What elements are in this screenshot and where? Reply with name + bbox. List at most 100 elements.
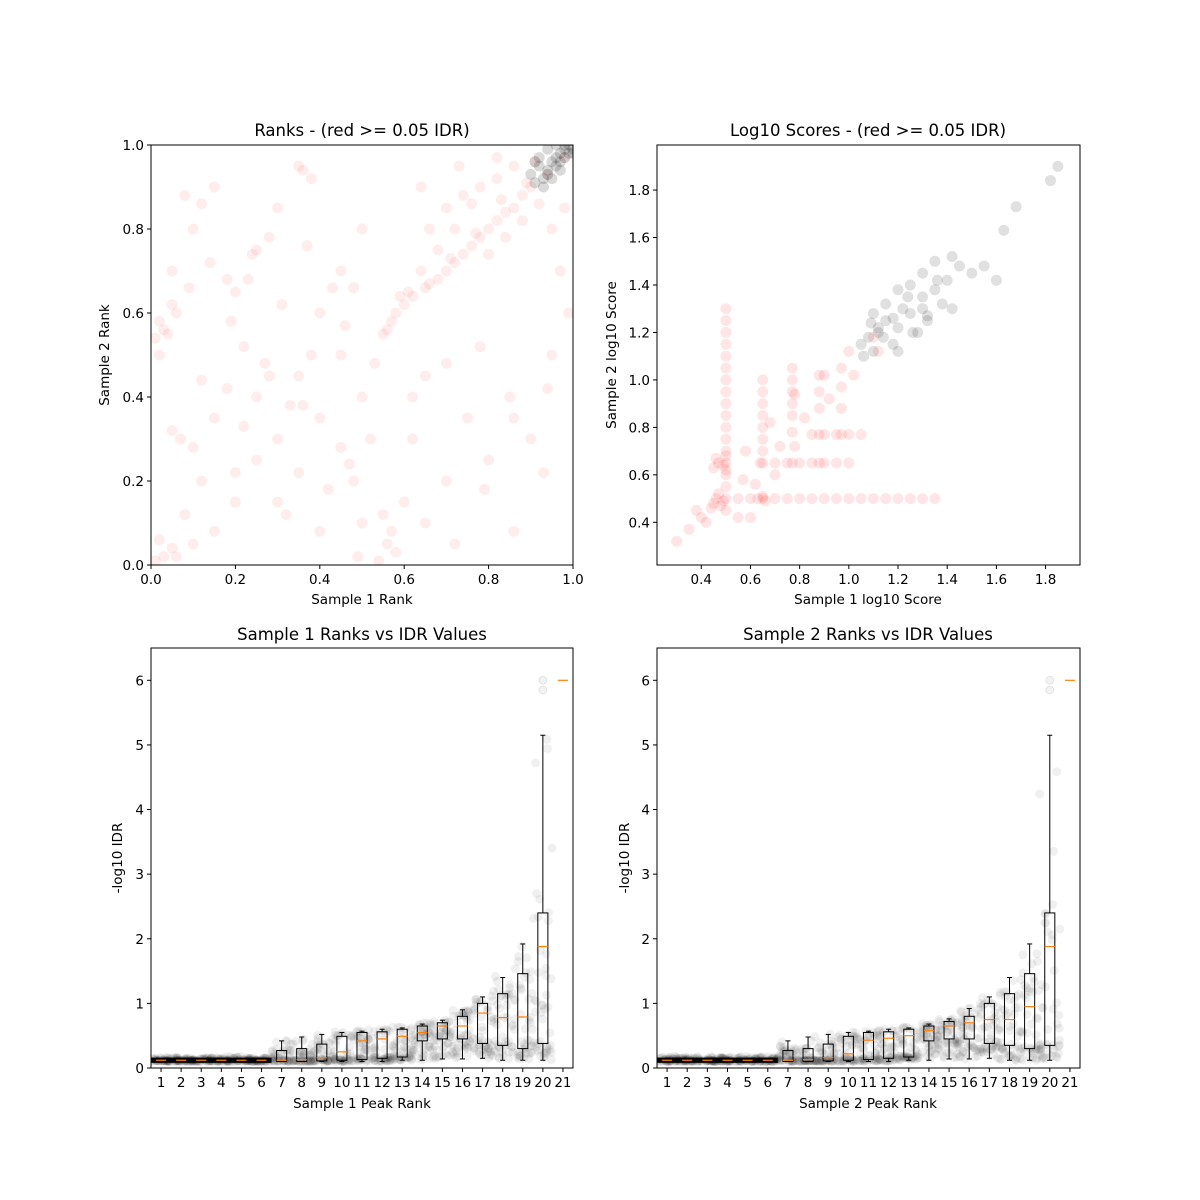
sample1-idr-cloud-point: [483, 1043, 493, 1053]
ranks-point: [221, 383, 233, 395]
sample1-idr-cloud-point: [419, 1029, 429, 1039]
sample1-idr-box-panel: Sample 1 Ranks vs IDR Values Sample 1 Pe…: [110, 625, 574, 1112]
sample2-idr-cloud-point: [958, 1023, 968, 1033]
sample1-idr-cloud-point: [457, 1040, 467, 1050]
scores-point: [720, 362, 732, 374]
sample2-idr-cloud-point: [898, 1038, 908, 1048]
sample1-idr-cloud-point: [354, 1027, 364, 1037]
ranks-point: [343, 458, 355, 470]
scores-point: [720, 374, 732, 386]
scores-scatter-panel: Log10 Scores - (red >= 0.05 IDR) Sample …: [604, 121, 1081, 608]
ranks-point: [208, 181, 220, 193]
sample1-idr-cloud-point: [388, 1055, 398, 1065]
sample2-idr-cloud-point: [831, 1056, 841, 1066]
sample1-idr-cloud-point: [489, 1014, 499, 1024]
scores-point: [720, 338, 732, 350]
sample2-idr-box-13: [903, 1027, 915, 1061]
sample1-idr-x-tick-label: 12: [374, 1075, 391, 1091]
scores-point: [683, 523, 695, 535]
ranks-point: [196, 475, 208, 487]
scores-point: [818, 429, 830, 440]
sample1-idr-cloud-point: [303, 1056, 313, 1066]
ranks-point: [166, 299, 178, 311]
sample1-idr-cloud-point: [516, 983, 526, 993]
scores-point: [806, 457, 818, 469]
scores-point: [865, 317, 877, 329]
sample1-idr-cloud-point: [513, 1052, 523, 1062]
sample2-idr-cloud-point: [1036, 1044, 1046, 1054]
sample1-idr-cloud-point: [351, 1027, 361, 1037]
sample2-idr-box-rect: [1024, 973, 1036, 1050]
sample2-idr-cloud-point: [986, 1045, 996, 1055]
sample2-idr-cloud-point: [805, 1055, 815, 1065]
scores-point: [720, 445, 732, 457]
sample1-idr-cloud-point: [305, 1056, 315, 1066]
sample1-idr-cloud-point: [501, 990, 511, 1000]
sample2-idr-cloud-point: [892, 1053, 902, 1063]
sample2-idr-cloud-point: [969, 1043, 979, 1053]
sample1-idr-cloud-point: [361, 1044, 371, 1054]
sample1-idr-cloud-point: [331, 1056, 341, 1066]
scores-y-tick-label: 1.4: [629, 278, 650, 294]
sample1-idr-cloud-point: [323, 1056, 332, 1066]
sample2-idr-cloud-point: [1048, 900, 1058, 909]
sample1-idr-cloud-point: [425, 1053, 434, 1063]
sample2-idr-cloud-point: [956, 1006, 966, 1016]
sample2-idr-cloud-point: [1009, 1019, 1018, 1029]
sample2-idr-cloud-point: [1031, 1030, 1041, 1040]
sample2-idr-cloud-point: [996, 1038, 1006, 1047]
sample1-idr-cloud-point: [361, 1056, 371, 1066]
sample1-idr-box-rect: [537, 912, 549, 1044]
sample2-idr-cloud-point: [1008, 1051, 1018, 1061]
ranks-point: [462, 412, 473, 424]
sample2-idr-cloud-point: [958, 1022, 968, 1032]
sample1-idr-cloud-point: [486, 1040, 496, 1050]
sample2-idr-cloud-point: [958, 1046, 968, 1056]
sample2-idr-cloud-point: [794, 1056, 804, 1066]
sample1-idr-cloud-point: [382, 1055, 392, 1065]
sample1-idr-cloud-point: [326, 1056, 336, 1066]
sample1-idr-cloud-point: [439, 1030, 449, 1040]
ranks-point: [238, 420, 250, 432]
sample2-idr-cloud-point: [943, 1038, 953, 1048]
ranks-point: [369, 357, 381, 369]
scores-point: [720, 504, 732, 516]
sample2-idr-cloud-point: [873, 1031, 883, 1041]
sample1-idr-cloud-point: [272, 1045, 282, 1054]
sample2-idr-cloud-point: [814, 1055, 824, 1065]
sample2-idr-cloud-point: [1004, 1008, 1013, 1018]
sample1-idr-cloud-point: [513, 1050, 523, 1060]
sample1-idr-cloud-point: [489, 986, 498, 996]
ranks-point: [415, 181, 427, 193]
sample1-idr-x-tick-label: 6: [257, 1075, 266, 1091]
sample2-idr-cloud-point: [878, 1039, 888, 1049]
sample2-idr-box-rect: [1044, 912, 1056, 1046]
sample1-idr-cloud-point: [388, 1022, 398, 1032]
sample1-idr-cloud-point: [505, 983, 515, 993]
sample2-idr-cloud-point: [870, 1040, 879, 1050]
sample1-idr-cloud-point: [434, 1031, 444, 1041]
sample1-idr-cloud-point: [344, 1056, 354, 1066]
ranks-point: [221, 273, 233, 285]
sample2-idr-cloud-point: [908, 1038, 918, 1048]
sample1-idr-cloud-point: [347, 1056, 357, 1066]
sample1-idr-cloud-point: [413, 1054, 423, 1063]
sample1-idr-cloud-point: [285, 1045, 295, 1055]
sample1-idr-cloud-point: [346, 1033, 355, 1043]
ranks-point: [373, 555, 385, 565]
sample2-idr-cloud-point: [995, 990, 1005, 1000]
sample1-idr-cloud-point: [395, 1028, 405, 1038]
sample2-idr-cloud-point: [925, 1047, 935, 1057]
sample2-idr-cloud-point: [930, 1040, 940, 1050]
scores-point: [872, 322, 884, 334]
ranks-point: [525, 433, 537, 445]
sample2-idr-box-11: [862, 1030, 875, 1063]
sample2-idr-x-tick-label: 7: [784, 1075, 793, 1091]
sample1-idr-box-14: [416, 1023, 428, 1061]
sample1-idr-cloud-point: [418, 1023, 427, 1032]
sample2-idr-cloud-point: [977, 1047, 987, 1057]
sample2-idr-cloud-point: [937, 1026, 947, 1035]
sample1-idr-cloud-point: [300, 1049, 310, 1059]
sample1-idr-cloud-point: [421, 1030, 431, 1040]
scores-point: [740, 445, 751, 457]
